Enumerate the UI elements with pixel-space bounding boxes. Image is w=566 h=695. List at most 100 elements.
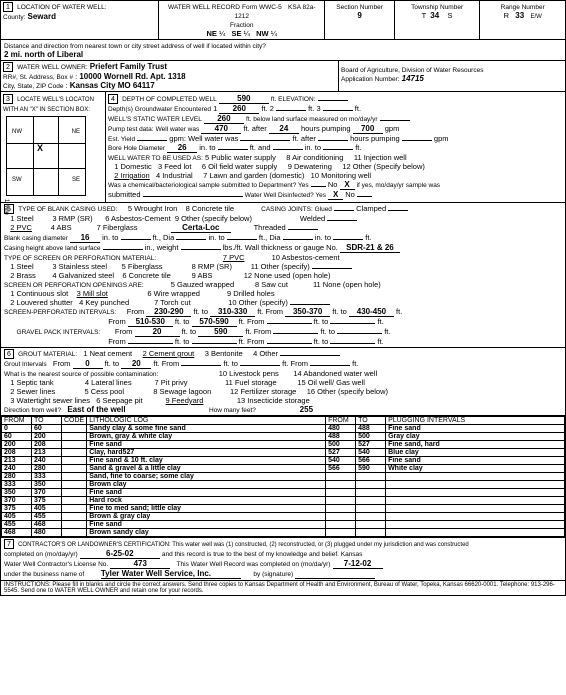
log-cell: Fine sand bbox=[386, 425, 565, 433]
log-cell bbox=[62, 465, 87, 473]
log-cell: Brown & gray clay bbox=[87, 513, 326, 521]
log-cell: 0 bbox=[2, 425, 32, 433]
appno-lbl: Application Number: bbox=[341, 76, 400, 83]
township-lbl: Township Number bbox=[411, 4, 463, 11]
log-cell: 405 bbox=[2, 513, 32, 521]
log-cell: Fine to med sand; little clay bbox=[87, 505, 326, 513]
log-cell: 405 bbox=[32, 505, 62, 513]
log-cell: 200 bbox=[2, 441, 32, 449]
log-cell: 566 bbox=[326, 465, 356, 473]
log-row: 60200Brown, gray & white clay488500Gray … bbox=[2, 433, 565, 441]
log-cell: 375 bbox=[32, 497, 62, 505]
log-cell: 500 bbox=[356, 433, 386, 441]
log-cell bbox=[356, 521, 386, 529]
form-id: Form WWC-5 bbox=[242, 4, 282, 11]
log-row: 200208Fine sand500527Fine sand, hard bbox=[2, 441, 565, 449]
section-box: NW NE SW SE X bbox=[6, 116, 86, 196]
log-header: FROM bbox=[2, 417, 32, 425]
log-row: 350370Fine sand bbox=[2, 489, 565, 497]
log-cell: 333 bbox=[2, 481, 32, 489]
log-cell: 60 bbox=[2, 433, 32, 441]
log-cell: Fine sand, hard bbox=[386, 441, 565, 449]
log-cell bbox=[62, 441, 87, 449]
log-cell: 280 bbox=[2, 473, 32, 481]
dist-lbl: Distance and direction from nearest town… bbox=[4, 43, 266, 50]
log-cell: Hard rock bbox=[87, 497, 326, 505]
sec3-4-row: 3 LOCATE WELL'S LOCATON WITH AN "X" IN S… bbox=[1, 92, 565, 203]
log-cell: Brown clay bbox=[87, 481, 326, 489]
log-cell bbox=[326, 481, 356, 489]
log-cell bbox=[326, 489, 356, 497]
log-cell bbox=[62, 489, 87, 497]
log-row: 405455 Brown & gray clay bbox=[2, 513, 565, 521]
log-cell bbox=[356, 489, 386, 497]
log-cell: 500 bbox=[326, 441, 356, 449]
log-row: 208213Clay, hard527527540Blue clay bbox=[2, 449, 565, 457]
addr-val: 10000 Wornell Rd. Apt. 1318 bbox=[79, 72, 185, 81]
sec5: 5 TYPE OF BLANK CASING USED: 5 Wrought I… bbox=[1, 203, 565, 348]
log-cell: 350 bbox=[2, 489, 32, 497]
sec7: 7 CONTRACTOR'S OR LANDOWNER'S CERTIFICAT… bbox=[1, 537, 565, 580]
log-cell: 488 bbox=[356, 425, 386, 433]
log-cell: White clay bbox=[386, 465, 565, 473]
board: Board of Agriculture, Division of Water … bbox=[341, 67, 483, 74]
log-cell: 213 bbox=[2, 457, 32, 465]
log-cell: 208 bbox=[32, 441, 62, 449]
log-header: TO bbox=[32, 417, 62, 425]
sec2-num: 2 bbox=[3, 62, 13, 72]
dist-val: 2 mi. north of Liberal bbox=[4, 50, 83, 59]
log-cell bbox=[62, 513, 87, 521]
addr-lbl: RR#, St. Address, Box # bbox=[3, 74, 73, 81]
sec3-label: LOCATE WELL'S LOCATON WITH AN "X" IN SEC… bbox=[3, 97, 94, 113]
log-cell: Fine sand bbox=[386, 457, 565, 465]
log-cell bbox=[356, 513, 386, 521]
log-cell: Clay, hard527 bbox=[87, 449, 326, 457]
water-well-record-form: 1 LOCATION OF WATER WELL: County: Seward… bbox=[0, 0, 566, 596]
log-cell bbox=[386, 505, 565, 513]
log-cell: Fine sand bbox=[87, 521, 326, 529]
log-cell: 370 bbox=[2, 497, 32, 505]
log-cell bbox=[356, 497, 386, 505]
sec6-num: 6 bbox=[4, 349, 14, 359]
log-cell bbox=[62, 449, 87, 457]
sec4-label: DEPTH OF COMPLETED WELL bbox=[122, 96, 217, 103]
log-cell bbox=[62, 529, 87, 537]
title-row: 1 LOCATION OF WATER WELL: County: Seward… bbox=[1, 1, 565, 40]
log-cell: Fine sand bbox=[87, 441, 326, 449]
log-cell: 240 bbox=[2, 465, 32, 473]
section-val: 9 bbox=[357, 11, 361, 20]
range-dir: E/W bbox=[530, 14, 541, 20]
log-row: 455468Fine sand bbox=[2, 521, 565, 529]
log-cell: 280 bbox=[32, 465, 62, 473]
log-cell: 213 bbox=[32, 449, 62, 457]
sec7-num: 7 bbox=[4, 539, 14, 549]
log-cell: 370 bbox=[32, 489, 62, 497]
log-cell bbox=[62, 481, 87, 489]
log-cell bbox=[326, 521, 356, 529]
township-dir: S bbox=[448, 11, 453, 20]
log-cell bbox=[326, 473, 356, 481]
log-cell bbox=[62, 457, 87, 465]
log-cell: Sandy clay & some fine sand bbox=[87, 425, 326, 433]
log-row: 375405Fine to med sand; little clay bbox=[2, 505, 565, 513]
log-cell: 455 bbox=[32, 513, 62, 521]
log-cell bbox=[62, 433, 87, 441]
log-cell: Sand & gravel & a little clay bbox=[87, 465, 326, 473]
owner-row: 2 WATER WELL OWNER: Priefert Family Trus… bbox=[1, 61, 565, 92]
log-cell: 488 bbox=[326, 433, 356, 441]
log-cell bbox=[62, 497, 87, 505]
log-cell bbox=[62, 473, 87, 481]
range-val: 33 bbox=[515, 11, 524, 20]
log-cell bbox=[62, 505, 87, 513]
range-lbl: Range Number bbox=[501, 4, 545, 11]
log-cell: 468 bbox=[32, 521, 62, 529]
log-row: 060Sandy clay & some fine sand480488Fine… bbox=[2, 425, 565, 433]
log-cell: 60 bbox=[32, 425, 62, 433]
log-cell bbox=[386, 481, 565, 489]
log-cell: 333 bbox=[32, 473, 62, 481]
form-title: WATER WELL RECORD bbox=[168, 4, 240, 11]
log-header: FROM bbox=[326, 417, 356, 425]
log-cell bbox=[386, 497, 565, 505]
log-cell: 566 bbox=[356, 457, 386, 465]
log-cell bbox=[62, 425, 87, 433]
